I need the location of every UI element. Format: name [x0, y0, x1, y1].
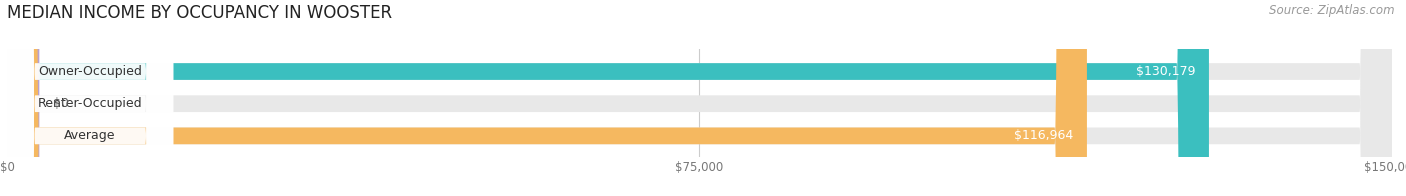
Text: Source: ZipAtlas.com: Source: ZipAtlas.com: [1270, 4, 1395, 17]
Text: Renter-Occupied: Renter-Occupied: [38, 97, 142, 110]
Text: $116,964: $116,964: [1014, 129, 1073, 142]
FancyBboxPatch shape: [7, 0, 173, 196]
Text: $130,179: $130,179: [1136, 65, 1195, 78]
Text: $0: $0: [53, 97, 69, 110]
FancyBboxPatch shape: [7, 0, 173, 196]
Text: Average: Average: [65, 129, 115, 142]
FancyBboxPatch shape: [7, 0, 1392, 196]
FancyBboxPatch shape: [7, 0, 1209, 196]
FancyBboxPatch shape: [7, 0, 173, 196]
FancyBboxPatch shape: [7, 0, 39, 196]
FancyBboxPatch shape: [7, 0, 1087, 196]
Text: MEDIAN INCOME BY OCCUPANCY IN WOOSTER: MEDIAN INCOME BY OCCUPANCY IN WOOSTER: [7, 4, 392, 22]
Text: Owner-Occupied: Owner-Occupied: [38, 65, 142, 78]
FancyBboxPatch shape: [7, 0, 1392, 196]
FancyBboxPatch shape: [7, 0, 1392, 196]
